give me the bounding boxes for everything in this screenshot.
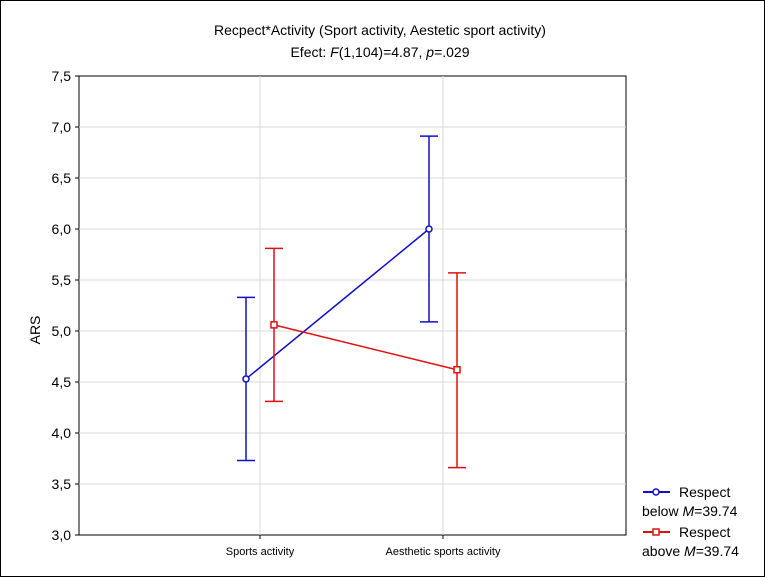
data-point xyxy=(242,375,250,383)
legend-label-part: above xyxy=(642,543,684,559)
legend-label-m-symbol: M xyxy=(684,543,696,559)
chart-subtitle: Efect: F(1,104)=4.87, p=.029 xyxy=(290,44,469,60)
data-point xyxy=(425,225,433,233)
grid-lines xyxy=(79,76,626,535)
subtitle-part: (1,104)=4.87, xyxy=(339,44,427,60)
subtitle-p-symbol: p xyxy=(425,44,434,60)
y-tick-label: 3,5 xyxy=(52,476,72,492)
legend-label-line1: Respect xyxy=(679,524,730,540)
y-tick-label: 4,0 xyxy=(52,425,72,441)
legend-label-line2: above M=39.74 xyxy=(642,543,739,559)
legend-label-part: =39.74 xyxy=(694,503,737,519)
legend-label-m-symbol: M xyxy=(682,503,694,519)
y-tick-label: 3,0 xyxy=(52,527,72,543)
legend-label-line2: below M=39.74 xyxy=(642,503,738,519)
x-tick-label: Aesthetic sports activity xyxy=(386,546,501,558)
y-tick-label: 6,0 xyxy=(52,221,72,237)
x-tick-labels: Sports activity Aesthetic sports activity xyxy=(226,535,501,558)
subtitle-part: Efect: xyxy=(290,44,330,60)
series-line xyxy=(245,228,430,380)
legend: Respect below M=39.74 Respect above M=39… xyxy=(642,484,739,559)
y-tick-label: 7,5 xyxy=(52,68,72,84)
legend-label-line1: Respect xyxy=(679,484,730,500)
y-tick-labels: 3,0 3,5 4,0 4,5 5,0 5,5 6,0 6,5 7,0 7,5 xyxy=(52,68,79,543)
data-point xyxy=(453,366,461,374)
y-tick-label: 4,5 xyxy=(52,374,72,390)
x-tick-label: Sports activity xyxy=(226,546,295,558)
y-tick-label: 7,0 xyxy=(52,119,72,135)
subtitle-f-symbol: F xyxy=(330,44,340,60)
subtitle-part: =.029 xyxy=(434,44,470,60)
legend-item-respect-above[interactable]: Respect above M=39.74 xyxy=(642,524,739,559)
legend-item-respect-below[interactable]: Respect below M=39.74 xyxy=(642,484,738,519)
legend-label-part: below xyxy=(642,503,682,519)
series-line xyxy=(273,324,458,371)
data-point xyxy=(270,321,278,329)
legend-swatch-marker xyxy=(652,528,660,536)
y-axis-label: ARS xyxy=(27,316,43,345)
y-tick-label: 5,0 xyxy=(52,323,72,339)
series-group xyxy=(237,135,466,469)
y-tick-label: 6,5 xyxy=(52,170,72,186)
legend-swatch-marker xyxy=(652,488,660,496)
plot-area xyxy=(78,75,627,536)
y-tick-label: 5,5 xyxy=(52,272,72,288)
legend-label-part: =39.74 xyxy=(696,543,739,559)
chart-title: Recpect*Activity (Sport activity, Aestet… xyxy=(214,22,546,38)
